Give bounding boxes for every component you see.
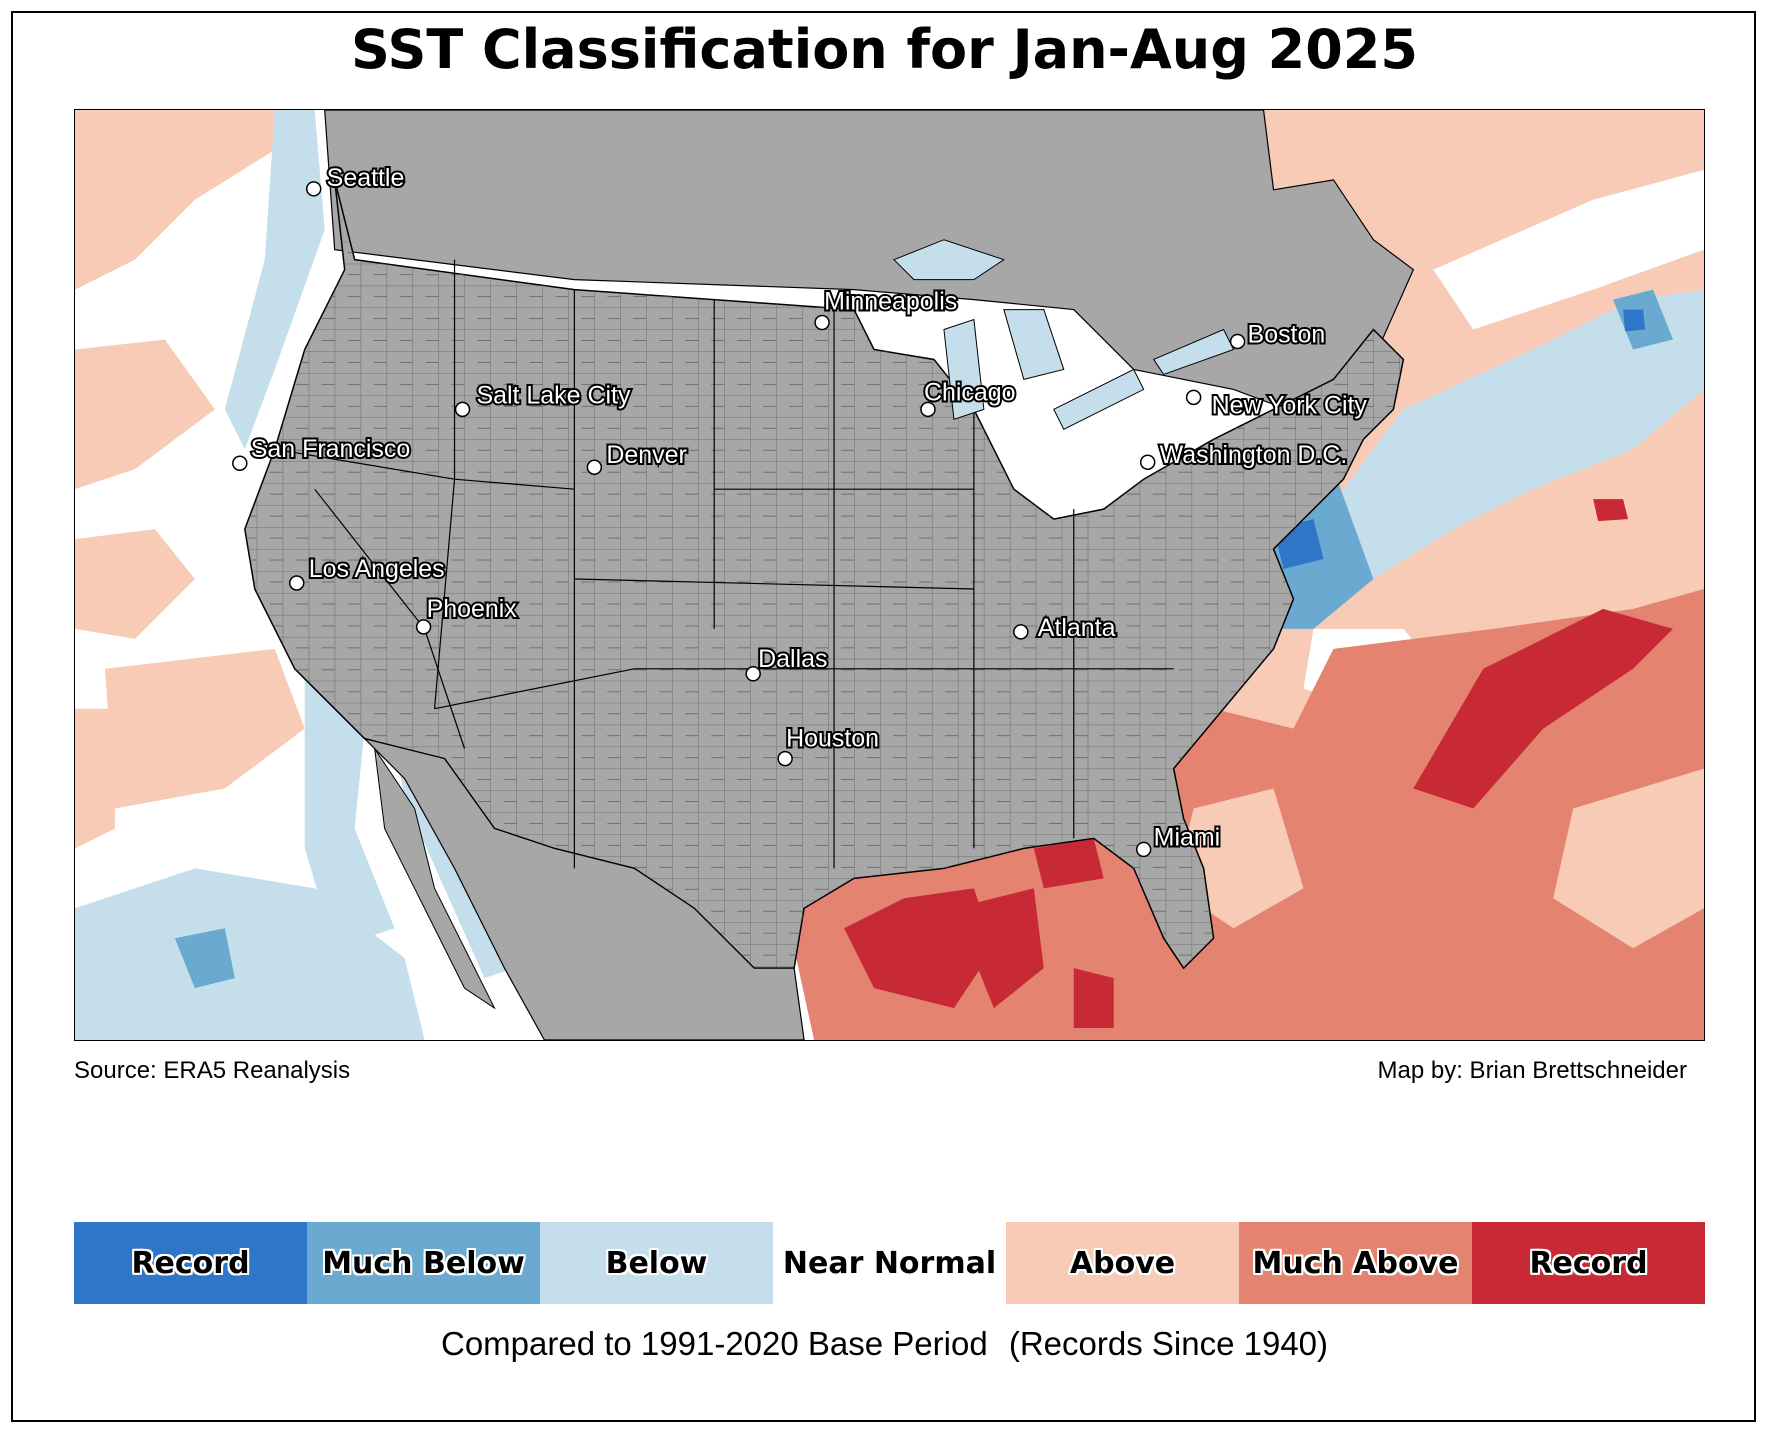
legend-much-above: Much Above <box>1239 1222 1472 1304</box>
city-los-angeles: Los Angeles <box>288 553 447 591</box>
city-label: Chicago <box>924 378 1016 406</box>
city-dot <box>920 401 936 418</box>
city-washington-dc: Washington D.C. <box>1139 439 1349 471</box>
city-label: New York City <box>1212 391 1368 419</box>
pacific-above-north <box>75 110 315 290</box>
city-label: Phoenix <box>427 595 518 623</box>
source-note: Source: ERA5 Reanalysis <box>74 1057 351 1084</box>
map-credit: Map by: Brian Brettschneider <box>1377 1057 1687 1084</box>
pacific-above-mid <box>75 339 215 490</box>
legend-near-normal: Near Normal <box>773 1222 1006 1304</box>
figure-frame <box>11 11 1756 1422</box>
city-boston: Boston <box>1229 319 1327 350</box>
lake-superior <box>893 239 1005 281</box>
pacific-much-below <box>174 928 235 989</box>
lake-huron <box>1003 309 1065 381</box>
city-label: Minneapolis <box>824 288 957 316</box>
city-label: San Francisco <box>251 435 410 463</box>
legend-much-below: Much Below <box>307 1222 540 1304</box>
base-period-text: Compared to 1991-2020 Base Period <box>440 1325 988 1362</box>
atlantic-below-band <box>1313 289 1704 589</box>
city-label: Los Angeles <box>309 555 445 583</box>
city-dot <box>586 459 603 475</box>
gulf-record-center <box>953 888 1044 1009</box>
city-houston: Houston <box>777 723 881 767</box>
city-label: Seattle <box>327 164 405 192</box>
city-dallas: Dallas <box>745 643 829 682</box>
city-dot <box>1139 454 1156 470</box>
city-markers: Seattle Minneapolis Boston Salt Lake Cit… <box>232 162 1369 858</box>
color-legend: Record Much Below Below Near Normal Abov… <box>74 1222 1705 1304</box>
lake-erie <box>1053 368 1145 430</box>
city-dot <box>288 575 305 591</box>
city-label: Denver <box>606 441 686 469</box>
city-label: Washington D.C. <box>1160 441 1348 469</box>
atlantic-record-low-2 <box>1623 309 1646 332</box>
pacific-above-edge <box>75 708 115 849</box>
pacific-below-baja <box>304 668 395 949</box>
city-atlanta: Atlanta <box>1013 612 1118 644</box>
city-dot <box>454 401 471 418</box>
city-dot <box>415 619 432 635</box>
mexico-land <box>362 737 805 1040</box>
city-label: Houston <box>786 725 879 753</box>
city-label: Miami <box>1154 823 1221 851</box>
city-san-francisco: San Francisco <box>232 433 412 471</box>
county-lines <box>244 179 1404 969</box>
atlantic-record-high <box>1413 608 1674 809</box>
lake-michigan <box>943 318 985 421</box>
city-dot <box>745 666 761 682</box>
records-since-text: (Records Since 1940) <box>1008 1325 1329 1362</box>
gulf-record-west <box>844 888 994 1009</box>
map-canvas: Seattle Minneapolis Boston Salt Lake Cit… <box>75 110 1704 1040</box>
gulf-record-south <box>1073 968 1114 1029</box>
city-dot <box>1135 841 1152 858</box>
city-seattle: Seattle <box>305 162 406 197</box>
atlantic-near-normal-north <box>1433 169 1704 330</box>
baja-california <box>374 748 496 1010</box>
lake-ontario <box>1152 328 1235 376</box>
canada-land <box>324 110 1415 421</box>
state-borders <box>274 259 1174 869</box>
legend-record-high: Record <box>1472 1222 1705 1304</box>
pacific-above-south <box>104 648 305 809</box>
city-minneapolis: Minneapolis <box>814 286 959 331</box>
city-dot <box>1013 624 1029 640</box>
city-label: Boston <box>1248 321 1326 349</box>
sst-map: Seattle Minneapolis Boston Salt Lake Cit… <box>74 109 1705 1041</box>
city-phoenix: Phoenix <box>415 593 519 635</box>
city-denver: Denver <box>586 439 689 475</box>
legend-below: Below <box>540 1222 773 1304</box>
city-dot <box>1185 389 1202 406</box>
city-miami: Miami <box>1135 821 1222 858</box>
city-chicago: Chicago <box>920 376 1017 418</box>
city-dot <box>777 750 793 767</box>
city-label: Salt Lake City <box>477 381 631 409</box>
city-dot <box>814 314 830 331</box>
pacific-above-sf <box>75 529 195 639</box>
gulf-record-north <box>1033 838 1104 889</box>
city-label: Atlanta <box>1038 614 1116 642</box>
city-new-york-city: New York City <box>1185 389 1369 421</box>
city-dot <box>305 181 322 197</box>
atlantic-above-patch-east <box>1553 768 1704 949</box>
atlantic-record-high-small <box>1593 499 1629 522</box>
city-salt-lake-city: Salt Lake City <box>454 379 633 418</box>
city-dot <box>1229 333 1246 350</box>
legend-record-low: Record <box>74 1222 307 1304</box>
city-label: Dallas <box>758 645 827 673</box>
pacific-below-coast <box>224 110 325 450</box>
legend-above: Above <box>1006 1222 1239 1304</box>
base-period-note: Compared to 1991-2020 Base Period (Recor… <box>0 1325 1769 1363</box>
city-dot <box>232 455 248 471</box>
map-title: SST Classification for Jan-Aug 2025 <box>351 18 1418 81</box>
